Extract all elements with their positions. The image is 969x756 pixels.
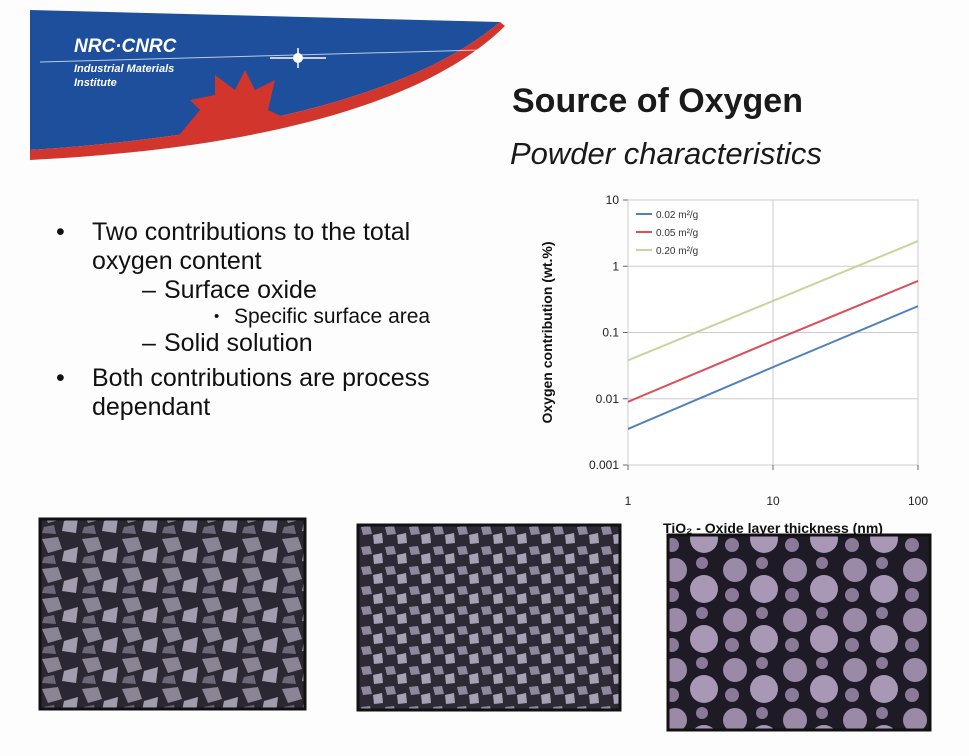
list: Specific surface area (164, 305, 492, 329)
bullet: Both contributions are process dependant (52, 364, 492, 422)
y-tick-label: 1 (612, 259, 619, 273)
bullet-text: Two contributions to the total oxygen co… (92, 218, 410, 275)
y-tick-label: 0.1 (602, 326, 619, 340)
legend-label: 0.05 m²/g (656, 228, 698, 239)
legend-label: 0.20 m²/g (656, 246, 698, 257)
bullet: Solid solution (142, 329, 492, 358)
y-tick-label: 0.01 (596, 392, 620, 406)
institute: Industrial Materials (74, 63, 174, 75)
logo: NRC·CNRC (74, 36, 177, 57)
bullet-text: Solid solution (164, 329, 313, 357)
y-axis-label: Oxygen contribution (wt.%) (539, 242, 555, 424)
title: Source of Oxygen (512, 82, 803, 121)
bullet-text: Specific surface area (234, 305, 430, 328)
legend-label: 0.02 m²/g (656, 210, 698, 221)
y-tick-label: 0.001 (589, 458, 619, 472)
list: Surface oxideSpecific surface areaSolid … (92, 276, 492, 358)
bullet-list: Two contributions to the total oxygen co… (52, 218, 492, 428)
bullet: Surface oxideSpecific surface area (142, 276, 492, 329)
institute: Institute (74, 77, 117, 89)
subtitle: Powder characteristics (510, 136, 822, 172)
micrographs (0, 505, 969, 745)
list: Two contributions to the total oxygen co… (52, 218, 492, 422)
y-tick-label: 10 (606, 193, 620, 207)
slide: NRC·CNRC Industrial Materials Institute … (0, 0, 969, 756)
bullet: Specific surface area (214, 305, 492, 329)
bullet: Two contributions to the total oxygen co… (52, 218, 492, 358)
bullet-text: Both contributions are process dependant (92, 364, 430, 421)
header-banner: NRC·CNRC Industrial Materials Institute (0, 0, 520, 170)
bullet-text: Surface oxide (164, 276, 317, 304)
